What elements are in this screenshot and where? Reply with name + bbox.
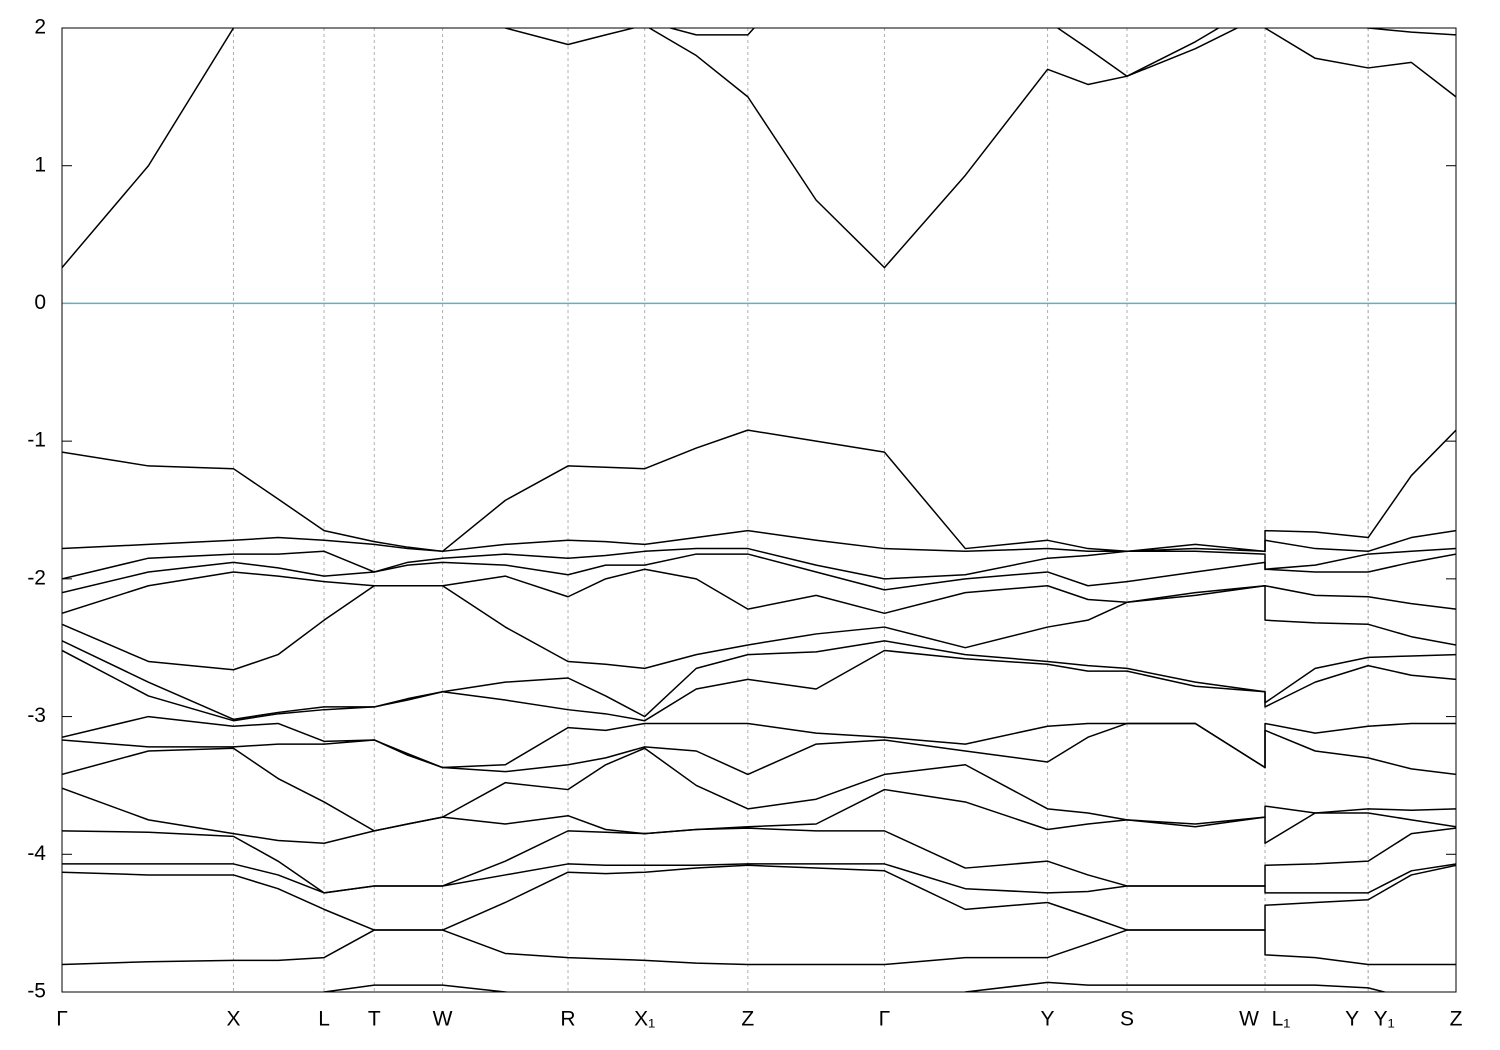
y-tick-label: -4	[27, 842, 46, 865]
band-line	[62, 429, 1456, 553]
band-line	[62, 715, 1456, 769]
band-line	[62, 649, 1456, 722]
y-tick-label: -2	[27, 566, 46, 589]
x-tick-label: L₁	[1272, 1008, 1291, 1031]
y-tick-label: -3	[27, 704, 46, 727]
x-tick-label: W	[1239, 1008, 1259, 1031]
band-line	[62, 864, 1456, 931]
x-tick-label: Γ	[56, 1008, 68, 1031]
band-line	[62, 529, 1456, 553]
y-tick-label: 0	[34, 291, 46, 314]
band-line	[62, 547, 1456, 580]
x-tick-label: S	[1120, 1008, 1134, 1031]
band-line	[321, 981, 1388, 992]
x-tick-label: Y	[1345, 1008, 1359, 1031]
x-tick-label: R	[560, 1008, 575, 1031]
x-tick-label: Y₁	[1374, 1008, 1395, 1031]
x-tick-label: Z	[1450, 1008, 1463, 1031]
band-line	[62, 863, 1456, 894]
x-tick-label: Γ	[879, 1008, 891, 1031]
y-tick-label: 1	[34, 153, 46, 176]
plot-frame	[61, 27, 1457, 993]
x-tick-label: Y	[1041, 1008, 1055, 1031]
band-line	[62, 747, 1456, 832]
band-line	[62, 553, 1456, 594]
x-tick-label: X	[226, 1008, 240, 1031]
x-tick-label: L	[318, 1008, 330, 1031]
band-line	[62, 722, 1456, 776]
band-line	[62, 640, 1456, 721]
plot-area	[62, 28, 1456, 992]
band-line	[62, 28, 1456, 269]
x-tick-label: X₁	[634, 1008, 655, 1031]
band-line	[667, 28, 1456, 77]
y-tick-label: -5	[27, 980, 46, 1003]
band-line	[62, 787, 1456, 845]
band-line	[62, 568, 1456, 615]
x-tick-label: Z	[741, 1008, 754, 1031]
y-tick-label: -1	[27, 429, 46, 452]
x-tick-label: T	[368, 1008, 381, 1031]
band-line	[62, 584, 1456, 671]
y-tick-label: 2	[34, 16, 46, 39]
band-line	[62, 827, 1456, 894]
x-tick-label: W	[433, 1008, 453, 1031]
band-line	[62, 929, 1456, 966]
